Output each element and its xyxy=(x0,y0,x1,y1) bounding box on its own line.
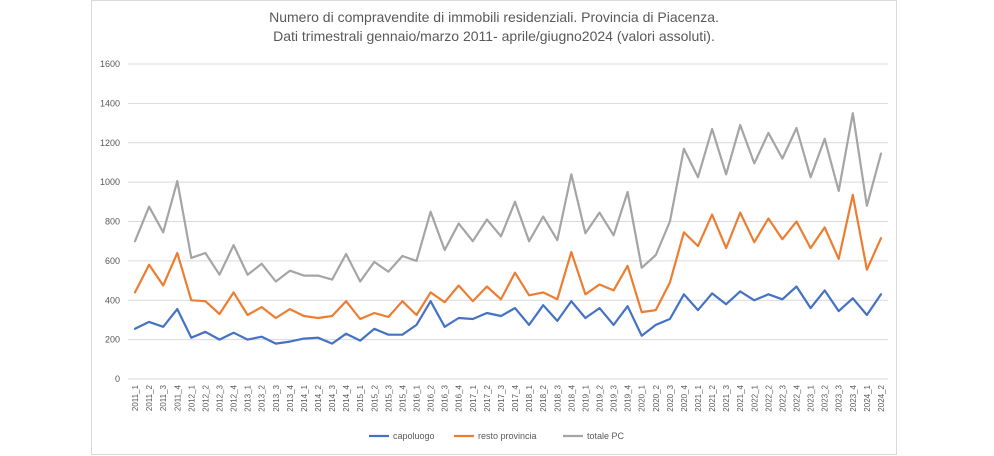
series-line-capoluogo xyxy=(133,285,883,345)
y-tick-label: 400 xyxy=(105,295,120,305)
y-tick-label: 1400 xyxy=(100,98,120,108)
x-tick-label: 2016_4 xyxy=(455,384,464,411)
x-tick-label: 2011_4 xyxy=(173,384,182,411)
x-tick-label: 2016_2 xyxy=(427,384,436,411)
x-tick-label: 2013_4 xyxy=(286,384,295,411)
x-tick-label: 2024_2 xyxy=(877,384,886,411)
x-tick-label: 2020_4 xyxy=(680,384,689,411)
x-tick-label: 2012_3 xyxy=(215,384,224,411)
x-tick-label: 2018_3 xyxy=(553,384,562,411)
x-tick-label: 2022_3 xyxy=(778,384,787,411)
x-tick-label: 2011_1 xyxy=(131,384,140,411)
y-tick-label: 1600 xyxy=(100,59,120,69)
x-tick-label: 2020_3 xyxy=(666,384,675,411)
x-tick-label: 2017_4 xyxy=(511,384,520,411)
x-tick-label: 2012_2 xyxy=(201,384,210,411)
x-axis: 2011_1 2011_2 2011_3 2011_4 2012_1 2012_2 2012… xyxy=(131,384,886,411)
x-tick-label: 2023_4 xyxy=(849,384,858,411)
x-tick-label: 2020_1 xyxy=(638,384,647,411)
legend-label: resto provincia xyxy=(478,431,537,441)
x-tick-label: 2018_1 xyxy=(525,384,534,411)
gridlines xyxy=(128,63,888,380)
series-line-totale-pc xyxy=(133,112,883,283)
x-tick-label: 2019_1 xyxy=(581,384,590,411)
series-line-resto-provincia xyxy=(133,193,883,321)
x-tick-label: 2024_1 xyxy=(863,384,872,411)
y-tick-label: 0 xyxy=(115,374,120,384)
x-tick-label: 2021_4 xyxy=(736,384,745,411)
x-tick-label: 2013_3 xyxy=(272,384,281,411)
x-tick-label: 2022_4 xyxy=(793,384,802,411)
x-tick-label: 2014_4 xyxy=(342,384,351,411)
x-tick-label: 2021_1 xyxy=(694,384,703,411)
x-tick-label: 2018_4 xyxy=(567,384,576,411)
x-tick-label: 2023_1 xyxy=(807,384,816,411)
x-tick-label: 2017_1 xyxy=(469,384,478,411)
y-axis: 0 200 400 600 800 1000 1200 1400 1600 xyxy=(100,59,120,384)
x-tick-label: 2023_3 xyxy=(835,384,844,411)
x-tick-label: 2018_2 xyxy=(539,384,548,411)
x-tick-label: 2015_1 xyxy=(356,384,365,411)
x-tick-label: 2011_2 xyxy=(145,384,154,411)
chart-title-block: Numero di compravendite di immobili resi… xyxy=(91,8,897,46)
x-tick-label: 2012_4 xyxy=(230,384,239,411)
x-tick-label: 2013_1 xyxy=(244,384,253,411)
chart-subtitle: Dati trimestrali gennaio/marzo 2011- apr… xyxy=(273,28,715,44)
y-tick-label: 800 xyxy=(105,217,120,227)
legend-label: capoluogo xyxy=(393,431,435,441)
x-tick-label: 2015_3 xyxy=(384,384,393,411)
y-tick-label: 1000 xyxy=(100,177,120,187)
x-tick-label: 2015_2 xyxy=(370,384,379,411)
x-tick-label: 2016_3 xyxy=(441,384,450,411)
y-tick-label: 1200 xyxy=(100,138,120,148)
x-tick-label: 2014_2 xyxy=(314,384,323,411)
x-tick-label: 2012_1 xyxy=(187,384,196,411)
x-tick-label: 2011_3 xyxy=(159,384,168,411)
x-tick-label: 2023_2 xyxy=(821,384,830,411)
x-tick-label: 2014_1 xyxy=(300,384,309,411)
y-tick-label: 200 xyxy=(105,335,120,345)
x-tick-label: 2015_4 xyxy=(398,384,407,411)
x-tick-label: 2021_3 xyxy=(722,384,731,411)
x-tick-label: 2017_3 xyxy=(497,384,506,411)
x-tick-label: 2014_3 xyxy=(328,384,337,411)
legend: capoluogo resto provincia totale PC xyxy=(369,431,625,441)
chart-title: Numero di compravendite di immobili resi… xyxy=(269,9,719,25)
x-tick-label: 2022_2 xyxy=(764,384,773,411)
x-tick-label: 2020_2 xyxy=(652,384,661,411)
x-tick-label: 2017_2 xyxy=(483,384,492,411)
x-tick-label: 2016_1 xyxy=(413,384,422,411)
x-tick-label: 2019_3 xyxy=(610,384,619,411)
y-tick-label: 600 xyxy=(105,256,120,266)
series-lines xyxy=(133,112,883,345)
x-tick-label: 2022_1 xyxy=(750,384,759,411)
x-tick-label: 2019_2 xyxy=(595,384,604,411)
legend-label: totale PC xyxy=(587,431,625,441)
x-tick-label: 2013_2 xyxy=(258,384,267,411)
x-tick-label: 2019_4 xyxy=(624,384,633,411)
x-tick-label: 2021_2 xyxy=(708,384,717,411)
